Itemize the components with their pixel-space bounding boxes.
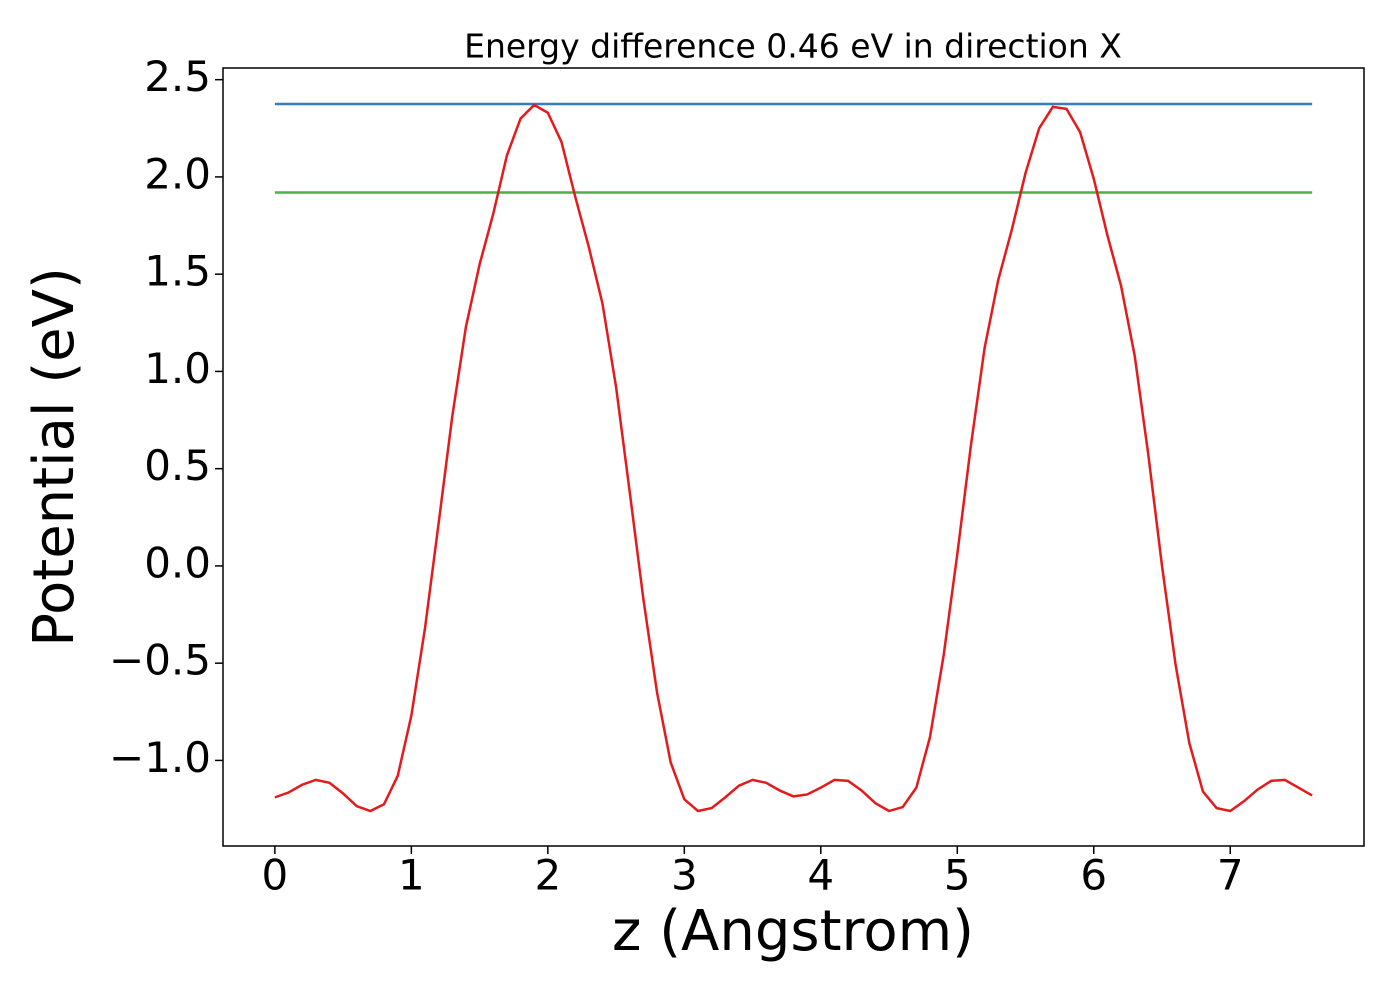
y-tick-label: −0.5 xyxy=(109,636,211,685)
chart-title: Energy difference 0.46 eV in direction X xyxy=(464,27,1122,66)
x-tick-label: 5 xyxy=(944,851,971,900)
x-tick-label: 0 xyxy=(261,851,288,900)
x-tick-label: 6 xyxy=(1080,851,1107,900)
y-tick-label: 2.5 xyxy=(144,52,211,101)
x-axis-label: z (Angstrom) xyxy=(612,899,974,964)
x-tick-label: 2 xyxy=(534,851,561,900)
y-tick-label: 1.0 xyxy=(144,344,211,393)
y-tick-label: 2.0 xyxy=(144,149,211,198)
y-tick-label: 0.5 xyxy=(144,441,211,490)
x-tick-label: 1 xyxy=(398,851,425,900)
y-tick-label: 0.0 xyxy=(144,538,211,587)
y-axis-label: Potential (eV) xyxy=(22,267,87,647)
x-tick-label: 3 xyxy=(671,851,698,900)
y-tick-label: −1.0 xyxy=(109,733,211,782)
y-tick-label: 1.5 xyxy=(144,247,211,296)
plot-frame xyxy=(222,67,1365,847)
x-tick-label: 4 xyxy=(807,851,834,900)
data-line xyxy=(274,103,1313,813)
x-tick-label: 7 xyxy=(1217,851,1244,900)
